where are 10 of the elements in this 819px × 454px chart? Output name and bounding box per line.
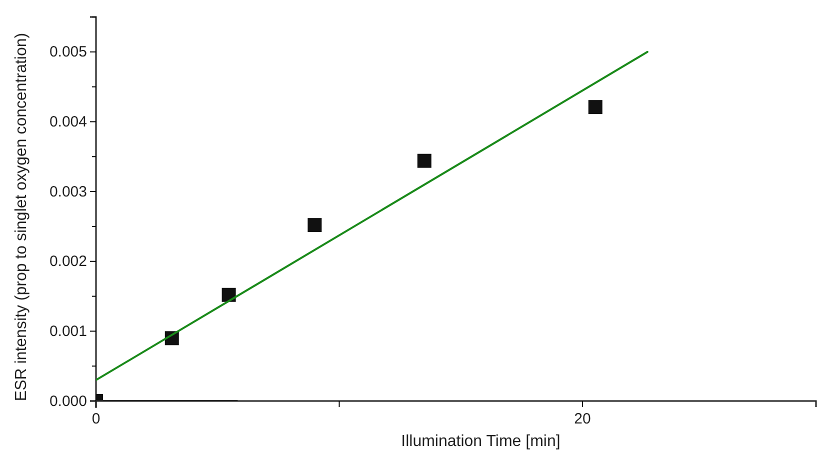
y-axis-title: ESR intensity (prop to singlet oxygen concentration) [13, 32, 30, 402]
y-tick-label: 0.001 [49, 322, 87, 340]
y-tick-label: 0.004 [49, 114, 87, 131]
x-axis-title: Illumination Time [min] [401, 433, 560, 450]
y-tick-label: 0.005 [49, 44, 87, 61]
y-tick-label: 0.000 [49, 392, 87, 410]
y-tick-label: 0.002 [49, 253, 87, 270]
y-tick-label: 0.003 [49, 183, 87, 200]
x-tick-label: 0 [92, 410, 100, 428]
x-tick-label: 20 [574, 410, 591, 428]
